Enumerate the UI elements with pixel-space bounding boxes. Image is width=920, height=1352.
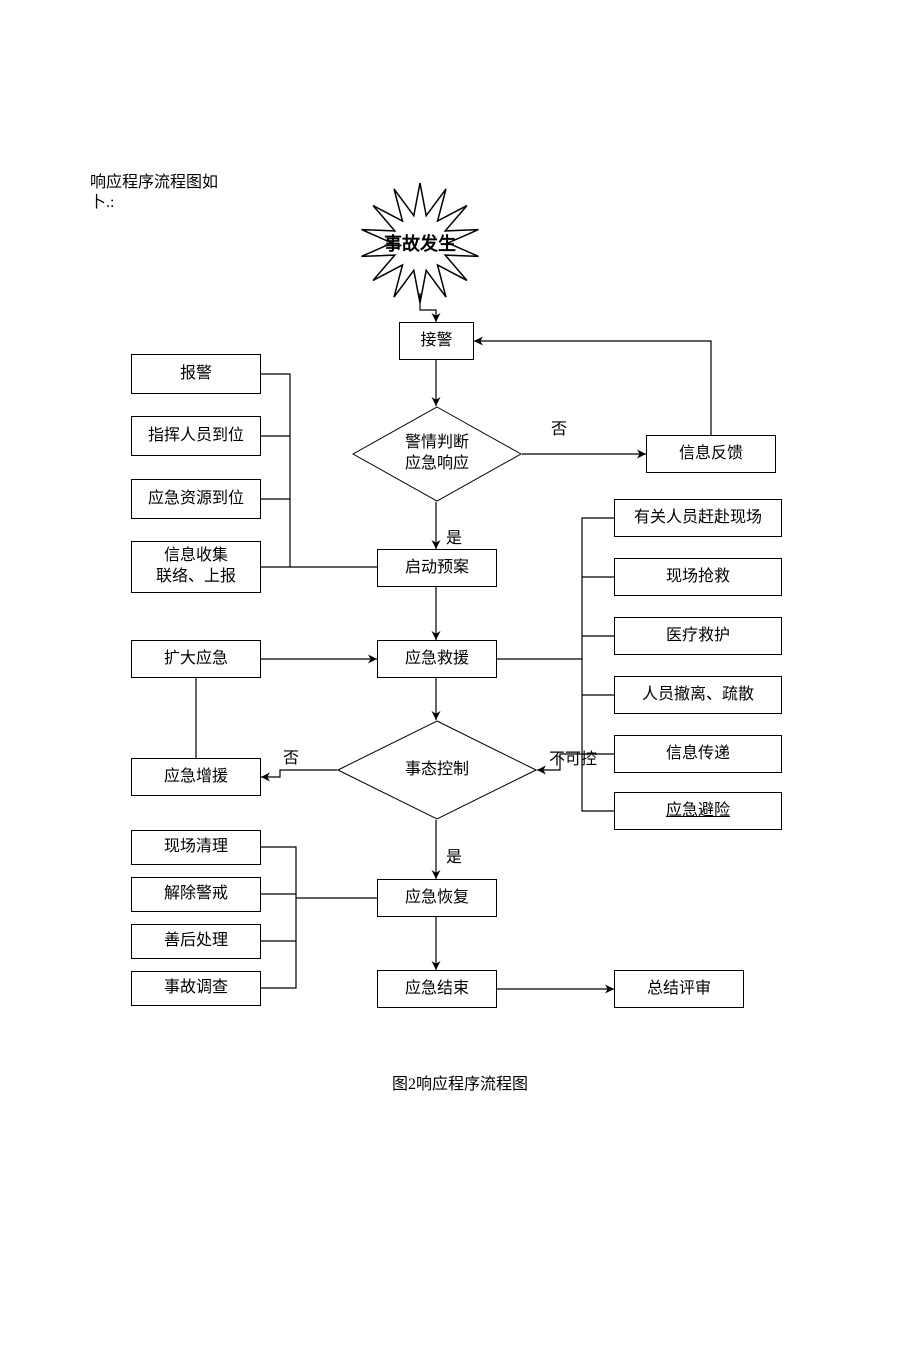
node-rescue: 应急救援: [377, 640, 497, 678]
node-r_med: 医疗救护: [614, 617, 782, 655]
node-b_after: 善后处理: [131, 924, 261, 959]
node-review: 总结评审: [614, 970, 744, 1008]
flowchart-canvas: 响应程序流程图如 卜.: 事故发生 警情判断应急响应 事态控制 接警启动预案应急…: [0, 0, 920, 1352]
caption: 图2响应程序流程图: [0, 1070, 920, 1094]
node-start_plan: 启动预案: [377, 549, 497, 587]
node-judge-diamond: 警情判断应急响应: [352, 406, 522, 502]
node-alarm_recv: 接警: [399, 322, 474, 360]
edge-label-0: 否: [551, 415, 567, 439]
edge-label-4: 是: [446, 843, 462, 867]
edge-label-2: 否: [283, 744, 299, 768]
node-b_unguard: 解除警戒: [131, 877, 261, 912]
node-l_res: 应急资源到位: [131, 479, 261, 519]
node-r_arrive: 有关人员赶赴现场: [614, 499, 782, 537]
node-b_invest: 事故调查: [131, 971, 261, 1006]
node-b_clean: 现场清理: [131, 830, 261, 865]
node-r_avoid: 应急避险: [614, 792, 782, 830]
header-line-2: 卜.:: [90, 188, 114, 212]
edge-label-1: 是: [446, 524, 462, 548]
node-r_rescue: 现场抢救: [614, 558, 782, 596]
node-control-diamond: 事态控制: [337, 720, 537, 820]
node-r_infopass: 信息传递: [614, 735, 782, 773]
node-end: 应急结束: [377, 970, 497, 1008]
node-feedback: 信息反馈: [646, 435, 776, 473]
node-judge-label: 警情判断应急响应: [352, 406, 522, 502]
edge-label-3: 不可控: [549, 745, 597, 769]
node-incident-label: 事故发生: [350, 183, 490, 303]
node-r_evac: 人员撤离、疏散: [614, 676, 782, 714]
node-l_alarm: 报警: [131, 354, 261, 394]
node-l_cmd: 指挥人员到位: [131, 416, 261, 456]
node-incident-star: 事故发生: [350, 183, 490, 303]
node-l_info: 信息收集联络、上报: [131, 541, 261, 593]
node-recover: 应急恢复: [377, 879, 497, 917]
node-expand: 扩大应急: [131, 640, 261, 678]
node-control-label: 事态控制: [337, 720, 537, 820]
node-reinforce: 应急增援: [131, 758, 261, 796]
